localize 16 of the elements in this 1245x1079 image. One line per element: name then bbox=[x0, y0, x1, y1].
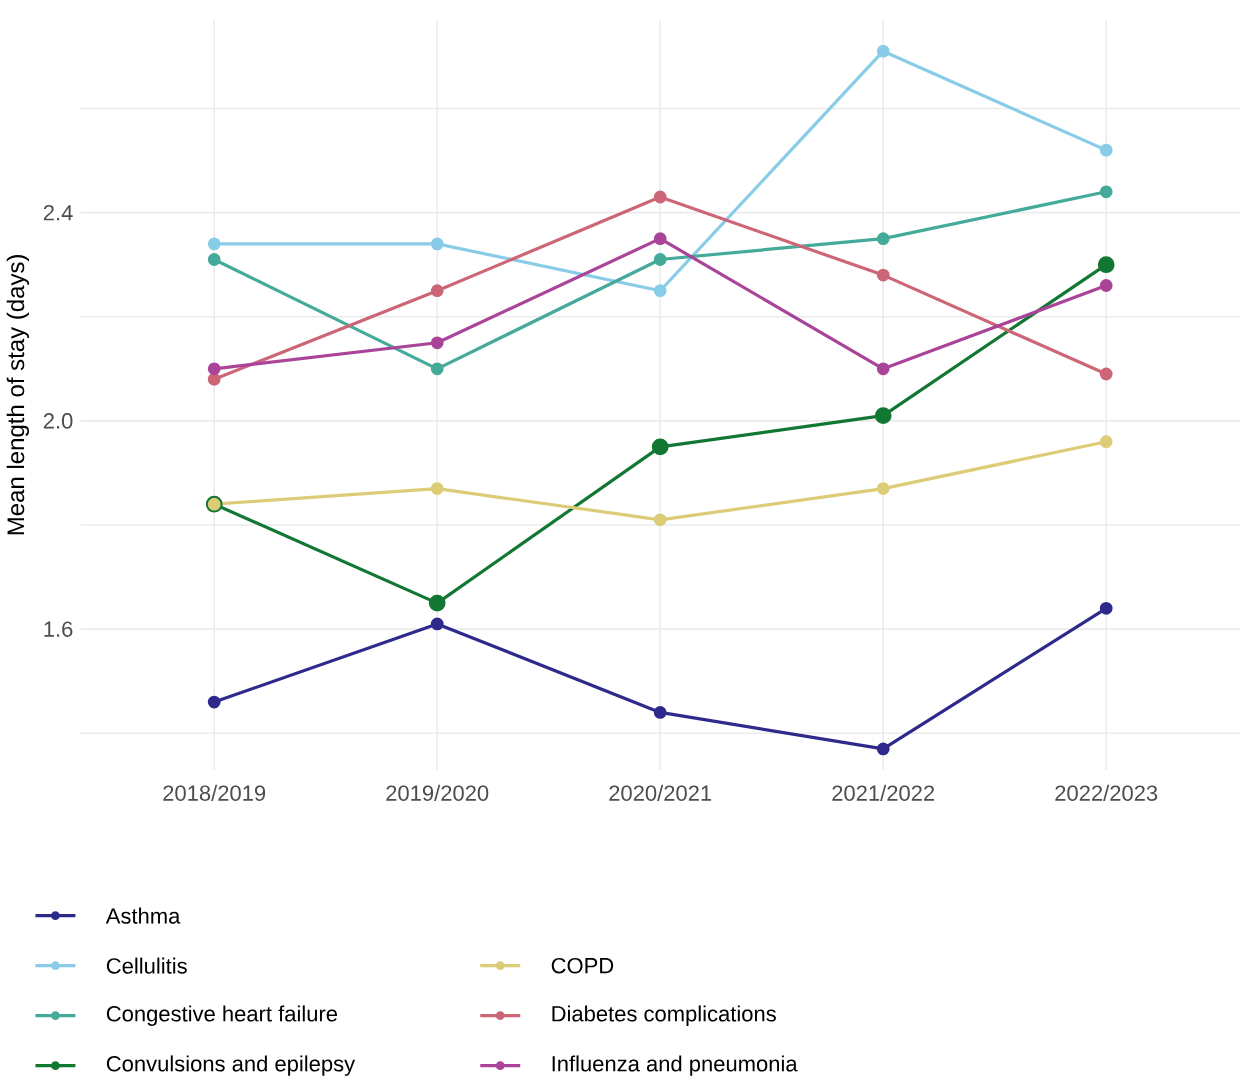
y-axis-title: Mean length of stay (days) bbox=[6, 255, 30, 535]
legend-label: COPD bbox=[551, 958, 614, 974]
y-tick-label: 2.0 bbox=[43, 413, 73, 429]
x-tick-label: 2021/2022 bbox=[832, 784, 935, 802]
legend-label: Influenza and pneumonia bbox=[552, 1055, 798, 1077]
legend-label: Congestive heart failure bbox=[106, 1005, 338, 1027]
x-tick-label: 2019/2020 bbox=[386, 784, 489, 802]
y-tick-label: 1.6 bbox=[44, 621, 73, 638]
legend-label: Asthma bbox=[105, 907, 181, 924]
legend-label: Convulsions and epilepsy bbox=[106, 1055, 356, 1077]
legend-label: Cellulitis bbox=[106, 957, 187, 974]
x-tick-label: 2022/2023 bbox=[1055, 784, 1158, 802]
y-tick-label: 2.4 bbox=[43, 205, 73, 221]
x-tick-label: 2018/2019 bbox=[163, 784, 266, 802]
x-tick-label: 2020/2021 bbox=[609, 784, 712, 802]
legend-label: Diabetes complications bbox=[552, 1005, 776, 1027]
